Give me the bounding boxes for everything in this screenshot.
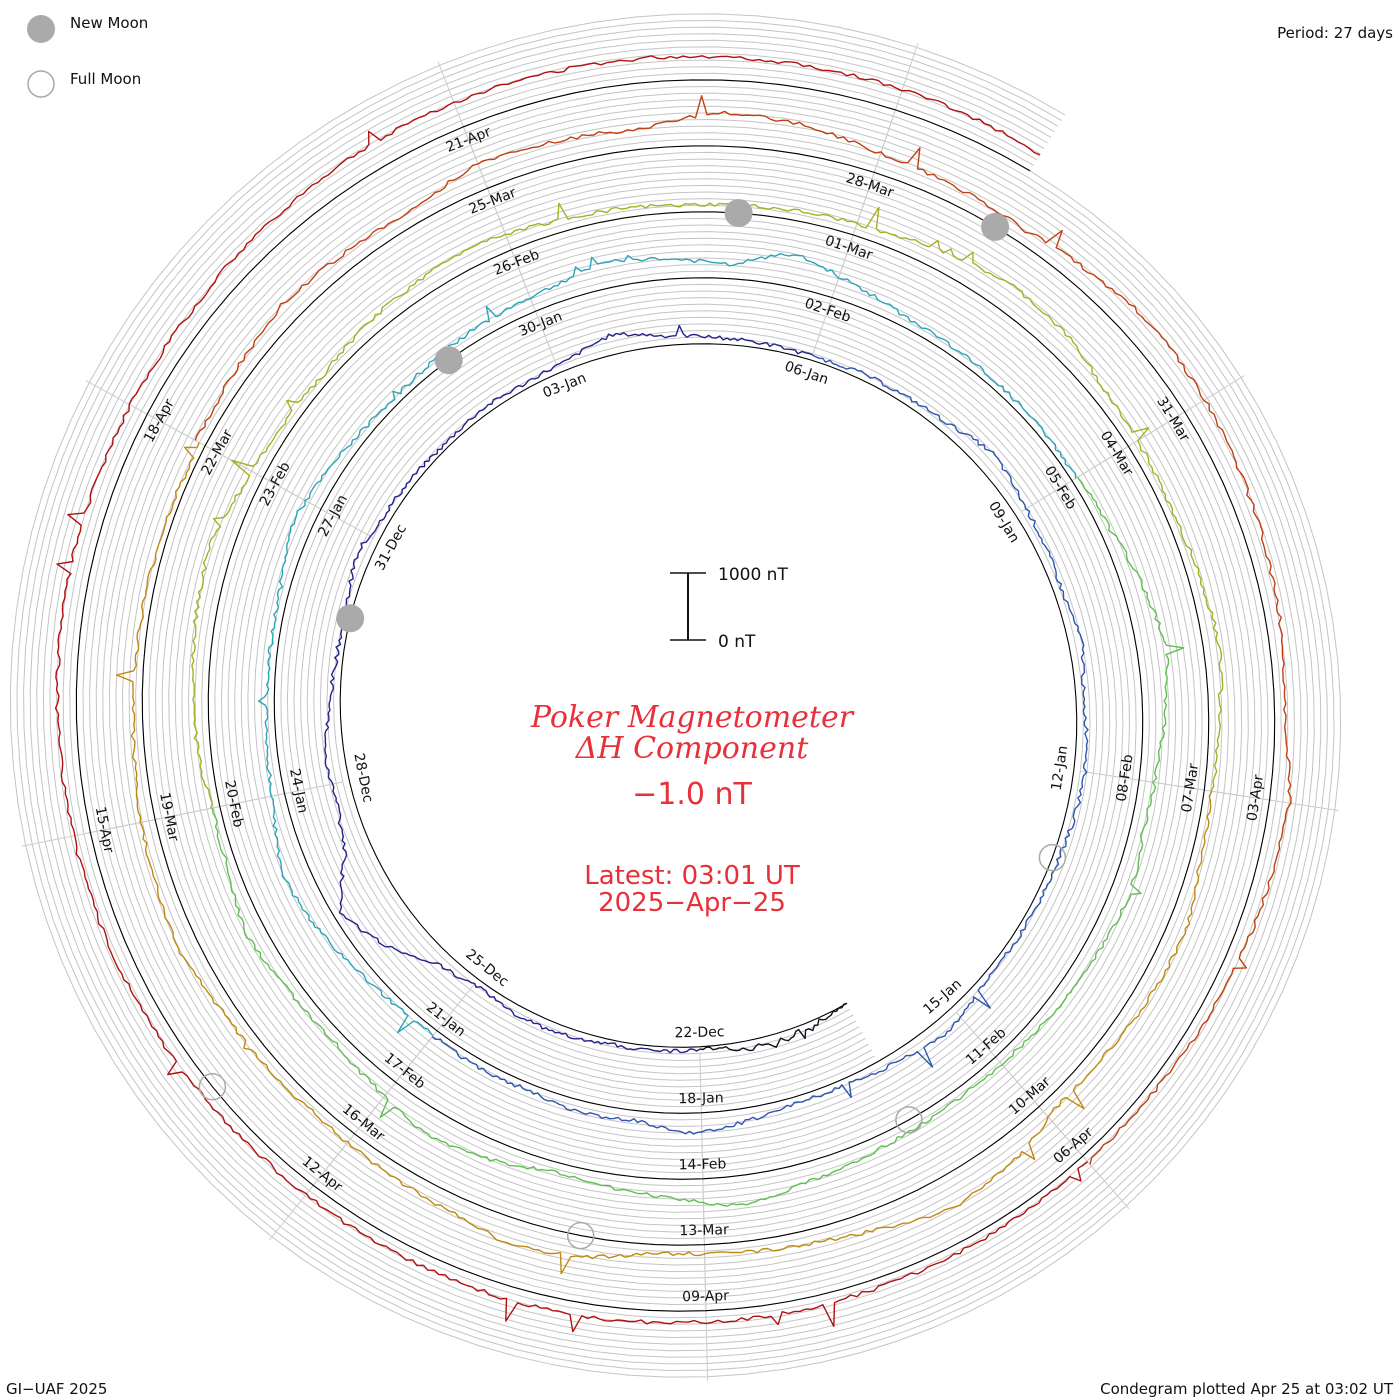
date-tick-label: 22-Dec (674, 1024, 724, 1041)
full-moon-legend-icon (27, 70, 55, 98)
series-line-5 (191, 202, 1224, 809)
new-moon-marker (434, 346, 463, 375)
new-moon-marker (336, 604, 365, 633)
data-series (54, 55, 1292, 1333)
baseline-spiral-path (75, 79, 1276, 1312)
chart-title-line1: Poker Magnetometer (530, 700, 855, 735)
grid-spiral (56, 59, 1295, 1332)
grid-spiral (29, 33, 1322, 1358)
date-tick-label: 06-Jan (782, 358, 830, 388)
period-label: Period: 27 days (1277, 24, 1393, 42)
date-tick-label: 07-Mar (1179, 762, 1202, 813)
date-tick-label: 08-Feb (1114, 753, 1137, 803)
day-spoke (1133, 375, 1245, 444)
chart-title-line2: ΔH Component (575, 731, 809, 766)
date-tick-label: 28-Dec (350, 752, 375, 804)
date-tick-label: 10-Mar (1006, 1074, 1054, 1119)
date-tick-label: 06-Apr (1051, 1124, 1097, 1167)
day-spoke (269, 1138, 352, 1241)
grid-spiral (16, 19, 1335, 1372)
date-tick-label: 24-Jan (286, 767, 311, 814)
date-tick-label: 26-Feb (491, 247, 541, 279)
new-moon-legend-icon (27, 15, 55, 43)
day-spoke (875, 43, 919, 167)
date-tick-label: 31-Mar (1153, 394, 1192, 445)
day-spoke (704, 1250, 709, 1381)
new-moon-marker (981, 212, 1010, 241)
scale-top-label: 1000 nT (718, 565, 788, 585)
date-tick-label: 11-Feb (963, 1025, 1009, 1069)
date-tick-label: 01-Mar (823, 233, 875, 264)
radial-grid (9, 13, 1342, 1378)
series-line-8 (54, 55, 1089, 1333)
new-moon-legend-label: New Moon (70, 14, 148, 32)
day-spoke (437, 61, 486, 183)
date-tick-label: 09-Apr (682, 1288, 729, 1305)
series-line-2 (431, 354, 1089, 1135)
date-tick-label: 17-Feb (381, 1050, 428, 1092)
date-tick-label: 18-Jan (678, 1090, 724, 1107)
date-tick-label: 03-Jan (541, 370, 589, 401)
date-tick-label: 14-Feb (678, 1156, 726, 1173)
full-moon-marker (566, 1221, 595, 1250)
grid-spiral (42, 46, 1309, 1345)
current-value: −1.0 nT (632, 777, 752, 812)
series-line-0 (699, 1002, 848, 1052)
day-spoke (21, 820, 150, 847)
full-moon-legend-label: Full Moon (70, 70, 141, 88)
scale-bottom-label: 0 nT (718, 632, 756, 652)
full-moon-marker (895, 1106, 923, 1134)
footer-credit: GI−UAF 2025 (6, 1380, 107, 1398)
date-tick-label: 30-Jan (517, 309, 565, 340)
legend: New Moon Full Moon (27, 14, 148, 98)
series-line-6 (116, 442, 1213, 1275)
date-tick-label: 12-Apr (299, 1154, 346, 1196)
baseline-spiral (75, 79, 1276, 1312)
full-moon-marker (198, 1072, 227, 1101)
grid-spiral (23, 26, 1328, 1365)
day-spoke (1042, 1110, 1130, 1210)
date-tick-label: 15-Apr (92, 805, 117, 854)
date-tick-label: 02-Feb (802, 295, 852, 325)
date-tick-label: 16-Mar (339, 1101, 388, 1144)
date-tick-label: 12-Jan (1049, 745, 1072, 792)
day-spoke (1210, 790, 1339, 812)
moon-markers (198, 199, 1067, 1250)
day-spokes (21, 43, 1339, 1381)
grid-spiral (49, 52, 1302, 1339)
date-tick-label: 04-Mar (1097, 428, 1136, 479)
new-moon-marker (724, 199, 753, 228)
date-tick-label: 15-Jan (920, 976, 965, 1018)
date-tick-label: 09-Jan (985, 499, 1022, 546)
date-tick-label: 27-Jan (315, 492, 351, 539)
latest-date: 2025−Apr−25 (598, 888, 786, 918)
date-tick-label: 21-Apr (444, 124, 494, 156)
day-spoke (85, 380, 201, 444)
date-tick-label: 28-Mar (844, 170, 896, 201)
date-tick-label: 25-Dec (462, 946, 511, 990)
date-tick-label: 25-Mar (467, 185, 519, 218)
full-moon-marker (1038, 843, 1067, 872)
series-line-4 (211, 476, 1185, 1207)
footer-plotted: Condegram plotted Apr 25 at 03:02 UT (1100, 1380, 1394, 1398)
latest-time: Latest: 03:01 UT (584, 861, 800, 891)
scale-bar: 1000 nT 0 nT (670, 565, 788, 652)
date-tick-label: 03-Apr (1244, 773, 1267, 822)
series-line-1 (324, 324, 813, 1054)
date-tick-label: 13-Mar (679, 1222, 729, 1239)
grid-spiral (69, 72, 1282, 1319)
grid-spiral (36, 39, 1315, 1352)
series-line-7 (194, 95, 1292, 1165)
series-line-3 (258, 252, 1077, 1037)
